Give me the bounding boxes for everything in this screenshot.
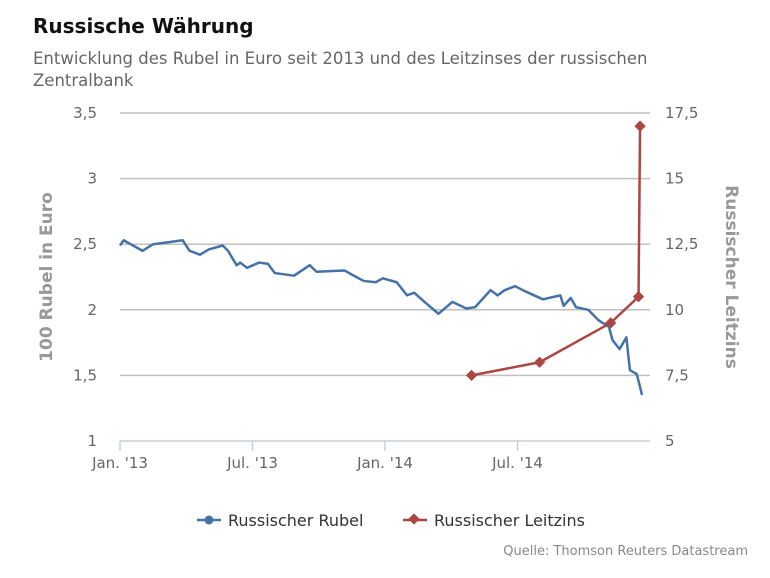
y-axis-title: 100 Rubel in Euro [37,192,57,362]
x-tick-label: Jul. '13 [226,454,278,472]
y2-axis-title: Russischer Leitzins [721,185,741,369]
chart-subtitle: Entwicklung des Rubel in Euro seit 2013 … [33,49,648,90]
y-tick-label: 2 [87,301,97,319]
legend-item-leitzins[interactable]: Russischer Leitzins [403,511,585,530]
legend-marker-circle [204,515,214,525]
source-credit: Quelle: Thomson Reuters Datastream [503,544,748,559]
x-tick-label: Jan. '13 [91,454,148,472]
legend-item-rubel[interactable]: Russischer Rubel [197,511,363,530]
leitzins-point [632,291,645,303]
y2-tick-label: 5 [665,432,675,450]
legend-marker-diamond [408,513,420,525]
y2-tick-label: 10 [665,301,684,319]
legend-label-rubel: Russischer Rubel [228,511,363,530]
y-tick-label: 1,5 [73,366,97,384]
y-tick-label: 3 [87,170,97,188]
y-tick-label: 2,5 [73,235,97,253]
x-tick-label: Jan. '14 [356,454,413,472]
leitzins-point [605,317,617,329]
leitzins-line [471,126,642,377]
legend-label-leitzins: Russischer Leitzins [434,511,585,530]
leitzins-point [533,356,546,368]
leitzins-point [634,120,646,132]
x-tick-label: Jul. '14 [491,454,543,472]
leitzins-point [465,369,478,382]
y2-tick-label: 15 [665,170,684,188]
rubel-line [118,239,644,396]
y2-tick-label: 7,5 [665,366,689,384]
y-tick-label: 1 [87,432,97,450]
y2-tick-label: 17,5 [665,104,698,122]
y2-tick-label: 12,5 [665,235,698,253]
y-tick-label: 3,5 [73,104,97,122]
chart-title: Russische Währung [33,14,254,38]
